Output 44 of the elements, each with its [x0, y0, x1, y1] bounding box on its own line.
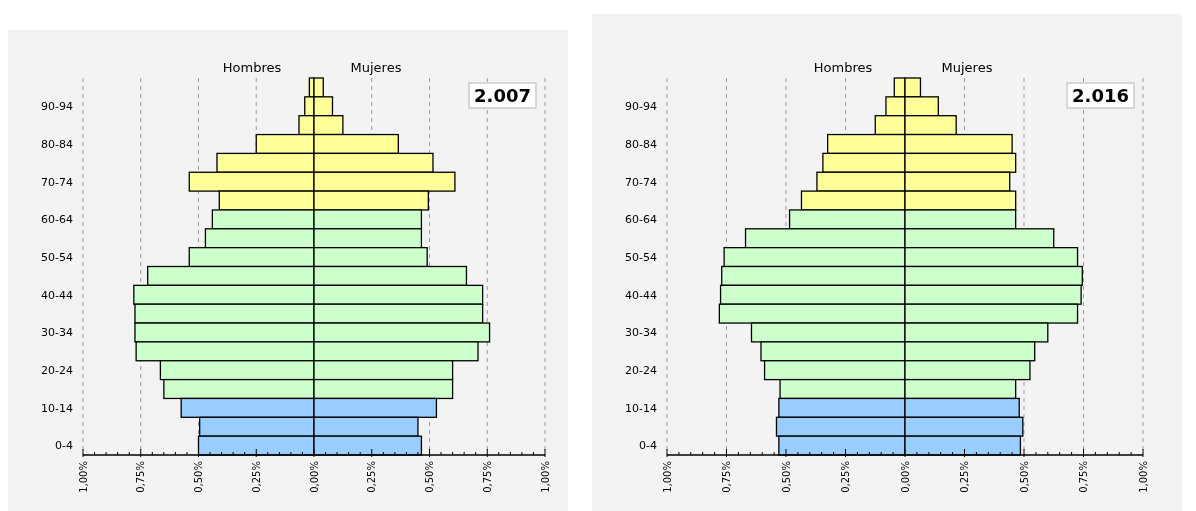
y-tick-label: 20-24: [625, 364, 657, 378]
y-tick-label: 60-64: [41, 213, 73, 227]
text: Mujeres: [350, 60, 402, 75]
x-tick-label: 0,25%: [840, 461, 851, 493]
x-tick-label: 0,75%: [481, 461, 493, 493]
x-tick-label: 1,00%: [661, 461, 673, 493]
y-tick-label: 10-14: [41, 401, 73, 415]
x-tick-label: 0,25%: [250, 461, 262, 493]
y-tick-label: 30-34: [625, 326, 657, 340]
y-tick-label: 50-54: [41, 250, 73, 264]
x-tick-label: 0,50%: [780, 461, 792, 493]
y-tick-label: 70-74: [41, 175, 73, 189]
x-tick-label: 0,25%: [959, 461, 970, 493]
x-tick-label: 0,50%: [193, 461, 204, 493]
y-tick-label: 20-24: [41, 364, 73, 378]
x-tick-label: 0,75%: [135, 461, 147, 493]
text: Hombres: [222, 60, 282, 75]
x-tick-label: 0,00%: [899, 461, 911, 493]
y-tick-label: 70-74: [625, 175, 657, 189]
x-tick-label: 1,00%: [539, 461, 551, 493]
y-tick-label: 60-64: [625, 213, 657, 227]
y-tick-label: 30-34: [41, 326, 73, 340]
y-tick-label: 40-44: [625, 288, 657, 302]
x-tick-label: 1,00%: [1137, 461, 1149, 493]
series-label: Mujeres: [941, 60, 993, 75]
y-tick-label: 40-44: [41, 288, 73, 302]
chart-title: 2.016: [1072, 85, 1129, 106]
x-tick-label: 0,00%: [308, 461, 320, 493]
y-tick-label: 80-84: [625, 137, 657, 151]
x-tick-label: 0,50%: [424, 461, 435, 493]
y-tick-label: 0-4: [55, 439, 73, 453]
y-tick-label: 80-84: [41, 137, 73, 151]
y-tick-label: 10-14: [625, 401, 657, 415]
x-tick-label: 1,00%: [77, 461, 89, 493]
chart-title: 2.007: [474, 85, 531, 106]
y-tick-label: 90-94: [41, 100, 73, 114]
x-tick-label: 0,75%: [721, 461, 732, 493]
x-tick-label: 0,50%: [1018, 461, 1030, 493]
series-label: Hombres: [813, 60, 873, 75]
x-tick-label: 0,75%: [1078, 461, 1089, 493]
y-tick-label: 90-94: [625, 100, 657, 114]
y-tick-label: 50-54: [625, 250, 657, 264]
y-tick-label: 0-4: [639, 439, 657, 453]
x-tick-label: 0,25%: [366, 461, 378, 493]
